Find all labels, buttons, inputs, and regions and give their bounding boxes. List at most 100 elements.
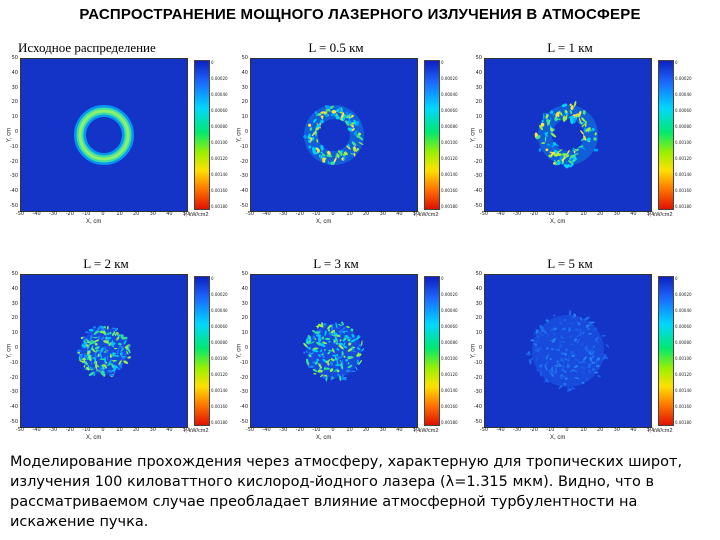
beam-mark [335, 342, 339, 345]
beam-mark [352, 147, 358, 153]
beam-mark [355, 366, 358, 371]
beam-mark [582, 109, 586, 115]
colorbar-tick: 0 [441, 276, 444, 281]
beam-mark [94, 355, 98, 358]
beam-mark [333, 368, 338, 373]
beam-mark [313, 369, 318, 372]
beam-mark [315, 127, 320, 131]
beam-mark [320, 151, 323, 154]
colorbar-tick: 0.00060 [441, 324, 458, 329]
beam-mark [588, 363, 592, 369]
y-tick: -40 [9, 188, 18, 195]
beam-mark [96, 365, 100, 368]
beam-mark [99, 352, 102, 359]
beam-mark [327, 160, 331, 165]
colorbar-tick: 0.00080 [441, 124, 458, 129]
beam-mark [549, 327, 556, 332]
panel-caption: Исходное распределение [18, 40, 156, 55]
beam-mark [320, 353, 324, 355]
beam-mark [557, 149, 563, 153]
colorbar-tick: 0.00140 [675, 388, 692, 393]
beam-mark [326, 154, 333, 158]
beam-mark [95, 349, 99, 352]
beam-mark [97, 336, 101, 340]
y-tick: -30 [239, 389, 248, 396]
x-tick: 10 [116, 211, 123, 217]
x-tick: -10 [546, 427, 555, 433]
beam-mark [544, 136, 547, 142]
beam-mark [561, 369, 568, 373]
y-tick: -30 [239, 173, 248, 180]
beam-mark [346, 145, 351, 150]
x-tick: 40 [166, 211, 173, 217]
beam-mark [101, 327, 104, 332]
beam-mark [525, 352, 532, 356]
beam-mark [566, 149, 570, 156]
colorbar-tick: 0.00040 [441, 92, 458, 97]
beam-mark [92, 326, 96, 329]
beam-mark [81, 344, 86, 348]
beam-mark [93, 372, 97, 374]
beam-mark [314, 111, 318, 115]
y-tick: -20 [9, 374, 18, 381]
y-tick: 30 [11, 300, 18, 307]
beam-mark [531, 357, 533, 361]
beam-mark [569, 369, 576, 372]
beam-mark [544, 364, 548, 371]
description-line: излучения 100 киловаттного кислород-йодн… [10, 474, 654, 490]
beam-mark [557, 153, 562, 157]
x-tick: 30 [613, 211, 620, 217]
beam-mark [350, 328, 354, 332]
beam-mark [104, 346, 107, 353]
y-tick: 10 [241, 330, 248, 337]
x-tick: 20 [363, 427, 370, 433]
beam-mark [89, 334, 93, 341]
beam-mark [338, 344, 344, 350]
beam-mark [552, 142, 557, 146]
beam-mark [79, 360, 86, 364]
beam-mark [86, 366, 90, 371]
beam-mark [104, 365, 107, 369]
x-tick: -10 [312, 427, 321, 433]
beam-mark [576, 338, 580, 344]
x-tick: -30 [513, 427, 522, 433]
beam-mark [102, 370, 105, 377]
beam-mark [550, 348, 554, 350]
x-tick: -30 [279, 427, 288, 433]
beam-mark [103, 325, 106, 329]
beam-mark [120, 347, 124, 352]
beam-mark [83, 364, 86, 368]
x-axis-label: X, cm [550, 219, 566, 225]
beam-mark [574, 377, 580, 380]
beam-mark [84, 331, 90, 334]
beam-mark [553, 332, 555, 337]
beam-mark [343, 337, 347, 340]
x-tick: 50 [182, 427, 190, 433]
beam-mark [317, 369, 323, 373]
beam-mark [113, 366, 117, 372]
colorbar-tick: 0.00020 [211, 76, 228, 81]
beam-mark [88, 341, 96, 345]
beam-panel: Исходное распределение 50 40 30 20 10 0 -10 -20-… [6, 40, 234, 245]
colorbar-unit: I, kW/cm2 [414, 428, 439, 434]
beam-mark [541, 142, 546, 144]
beam-mark [568, 326, 571, 333]
colorbar [658, 60, 674, 210]
beam-mark [324, 105, 331, 110]
beam-mark [347, 338, 351, 342]
beam-mark [561, 327, 566, 331]
intensity-svg [525, 310, 610, 393]
beam-mark [121, 334, 124, 338]
intensity-map [20, 58, 188, 212]
colorbar-tick: 0.00160 [211, 188, 228, 193]
beam-mark [579, 121, 583, 125]
beam-mark [536, 335, 540, 339]
beam-mark [343, 345, 348, 349]
colorbar-tick: 0.00180 [441, 204, 458, 209]
beam-mark [546, 333, 550, 338]
beam-mark [303, 351, 306, 354]
beam-mark [568, 157, 572, 160]
x-tick: -50 [245, 211, 255, 217]
beam-mark [79, 354, 83, 361]
beam-mark [331, 110, 337, 114]
